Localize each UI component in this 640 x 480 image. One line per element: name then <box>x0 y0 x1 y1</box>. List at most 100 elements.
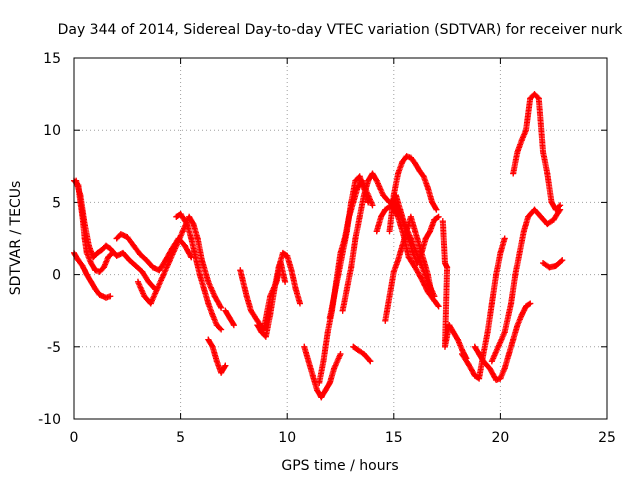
data-point <box>124 234 131 241</box>
data-point <box>343 286 350 293</box>
data-point <box>213 358 220 365</box>
data-point <box>222 307 229 314</box>
data-point <box>390 268 397 275</box>
data-point <box>501 329 508 336</box>
data-point <box>194 235 201 242</box>
data-point <box>292 286 299 293</box>
series-sat-h <box>222 307 237 329</box>
data-point <box>501 365 508 372</box>
data-point <box>559 257 566 264</box>
data-point <box>173 242 180 249</box>
data-point <box>373 228 380 235</box>
series-sat-c <box>73 177 159 293</box>
data-point <box>420 257 427 264</box>
data-point <box>190 221 197 228</box>
data-point <box>205 278 212 285</box>
data-point <box>350 343 357 350</box>
data-point <box>209 343 216 350</box>
data-point <box>105 254 112 261</box>
x-tick-label: 0 <box>70 430 79 446</box>
data-point <box>386 293 393 300</box>
data-point <box>399 242 406 249</box>
data-point <box>173 213 180 220</box>
data-point <box>126 257 133 264</box>
data-point <box>230 322 237 329</box>
data-point <box>296 300 303 307</box>
data-point <box>205 300 212 307</box>
data-point <box>247 307 254 314</box>
data-point <box>497 375 504 382</box>
data-point <box>100 264 107 271</box>
data-point <box>435 303 442 310</box>
data-point <box>407 154 414 161</box>
data-point <box>531 206 538 213</box>
data-point <box>429 199 436 206</box>
data-point <box>92 267 99 274</box>
data-point <box>96 268 103 275</box>
data-point <box>407 213 414 220</box>
data-point <box>480 358 487 365</box>
data-point <box>360 351 367 358</box>
data-point <box>326 379 333 386</box>
data-point <box>424 184 431 191</box>
data-point <box>143 257 150 264</box>
data-point <box>522 127 529 134</box>
data-point <box>211 293 218 300</box>
data-point <box>348 264 355 271</box>
data-point <box>540 148 547 155</box>
data-point <box>367 358 374 365</box>
data-point <box>201 286 208 293</box>
data-point <box>495 343 502 350</box>
x-tick-label: 5 <box>176 430 185 446</box>
data-point <box>512 271 519 278</box>
data-point <box>177 210 184 217</box>
data-point <box>471 343 478 350</box>
data-point <box>85 242 92 249</box>
data-point <box>459 351 466 358</box>
x-axis-title: GPS time / hours <box>281 458 398 474</box>
data-point <box>516 249 523 256</box>
data-point <box>365 177 372 184</box>
data-point <box>188 235 195 242</box>
series-sat-k <box>301 343 344 401</box>
data-point <box>343 228 350 235</box>
data-point <box>262 333 269 340</box>
data-point <box>254 322 261 329</box>
data-point <box>429 293 436 300</box>
y-tick-label: 0 <box>52 268 61 284</box>
data-point <box>213 322 220 329</box>
data-point <box>508 300 515 307</box>
data-point <box>531 91 538 98</box>
data-point <box>147 300 154 307</box>
data-point <box>439 218 446 225</box>
data-point <box>365 199 372 206</box>
data-point <box>107 245 114 252</box>
data-point <box>373 177 380 184</box>
series-sat-d <box>113 231 195 274</box>
data-point <box>356 173 363 180</box>
data-point <box>465 361 472 368</box>
data-point <box>431 216 438 223</box>
data-point <box>527 300 534 307</box>
data-point <box>154 286 161 293</box>
data-point <box>75 257 82 264</box>
data-point <box>222 362 229 369</box>
data-point <box>88 260 95 267</box>
data-point <box>183 221 190 228</box>
data-point <box>444 264 451 271</box>
data-point <box>510 170 517 177</box>
data-point <box>339 307 346 314</box>
data-point <box>305 358 312 365</box>
data-point <box>552 206 559 213</box>
data-point <box>145 278 152 285</box>
data-point <box>544 221 551 228</box>
data-point <box>416 167 423 174</box>
data-point <box>90 254 97 261</box>
data-point <box>120 249 127 256</box>
data-point <box>282 278 289 285</box>
data-point <box>395 257 402 264</box>
data-point <box>403 228 410 235</box>
data-point <box>271 286 278 293</box>
data-point <box>450 329 457 336</box>
data-point <box>205 336 212 343</box>
